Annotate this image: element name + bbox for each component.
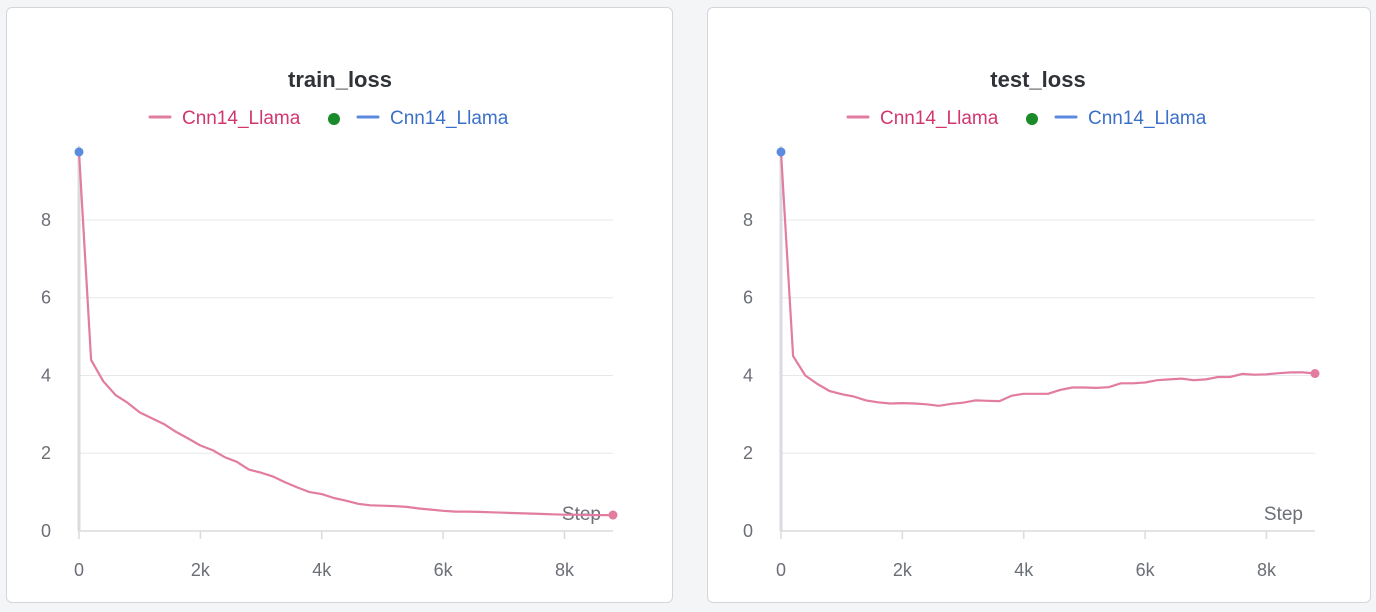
legend-status-dot bbox=[328, 113, 340, 125]
x-tick-label: 0 bbox=[74, 560, 84, 580]
legend: Cnn14_Llama Cnn14_Llama bbox=[148, 108, 509, 129]
y-tick-label: 8 bbox=[743, 210, 753, 230]
legend-label-pink: Cnn14_Llama bbox=[182, 108, 301, 129]
series-line-pink bbox=[77, 151, 613, 517]
x-tick-label: 6k bbox=[434, 560, 454, 580]
y-tick-label: 0 bbox=[41, 521, 51, 541]
legend-label-pink: Cnn14_Llama bbox=[880, 108, 999, 129]
series-line-pink bbox=[779, 151, 1316, 407]
y-tick-label: 0 bbox=[743, 521, 753, 541]
chart-title: test_loss bbox=[990, 67, 1085, 92]
x-tick-label: 0 bbox=[776, 560, 786, 580]
legend-label-blue: Cnn14_Llama bbox=[390, 108, 509, 129]
chart-title: train_loss bbox=[288, 67, 392, 92]
y-tick-label: 8 bbox=[41, 210, 51, 230]
series-point-blue bbox=[776, 147, 786, 157]
legend-label-blue: Cnn14_Llama bbox=[1088, 108, 1207, 129]
y-tick-label: 4 bbox=[743, 365, 753, 385]
legend: Cnn14_Llama Cnn14_Llama bbox=[846, 108, 1207, 129]
y-tick-label: 6 bbox=[41, 288, 51, 308]
train-loss-chart: train_loss Cnn14_Llama Cnn14_Llama 0 2 4 6 8 0 2k… bbox=[41, 67, 618, 580]
series-end-point bbox=[1310, 369, 1320, 379]
y-tick-label: 4 bbox=[41, 365, 51, 385]
test-loss-panel: test_loss Cnn14_Llama Cnn14_Llama 0 2 4 6 8 0 2k 4… bbox=[707, 7, 1371, 603]
x-tick-label: 6k bbox=[1136, 560, 1156, 580]
y-tick-label: 2 bbox=[41, 443, 51, 463]
train-loss-panel: train_loss Cnn14_Llama Cnn14_Llama 0 2 4 6 8 0 2k… bbox=[6, 7, 673, 603]
series-end-point bbox=[608, 510, 618, 520]
x-axis-label: Step bbox=[1264, 504, 1303, 525]
x-tick-label: 2k bbox=[893, 560, 913, 580]
series-point-blue bbox=[74, 147, 84, 157]
y-tick-label: 6 bbox=[743, 288, 753, 308]
y-tick-label: 2 bbox=[743, 443, 753, 463]
x-tick-label: 4k bbox=[312, 560, 332, 580]
legend-status-dot bbox=[1026, 113, 1038, 125]
x-tick-label: 2k bbox=[191, 560, 211, 580]
x-tick-label: 4k bbox=[1014, 560, 1034, 580]
x-tick-label: 8k bbox=[1257, 560, 1277, 580]
x-tick-label: 8k bbox=[555, 560, 575, 580]
